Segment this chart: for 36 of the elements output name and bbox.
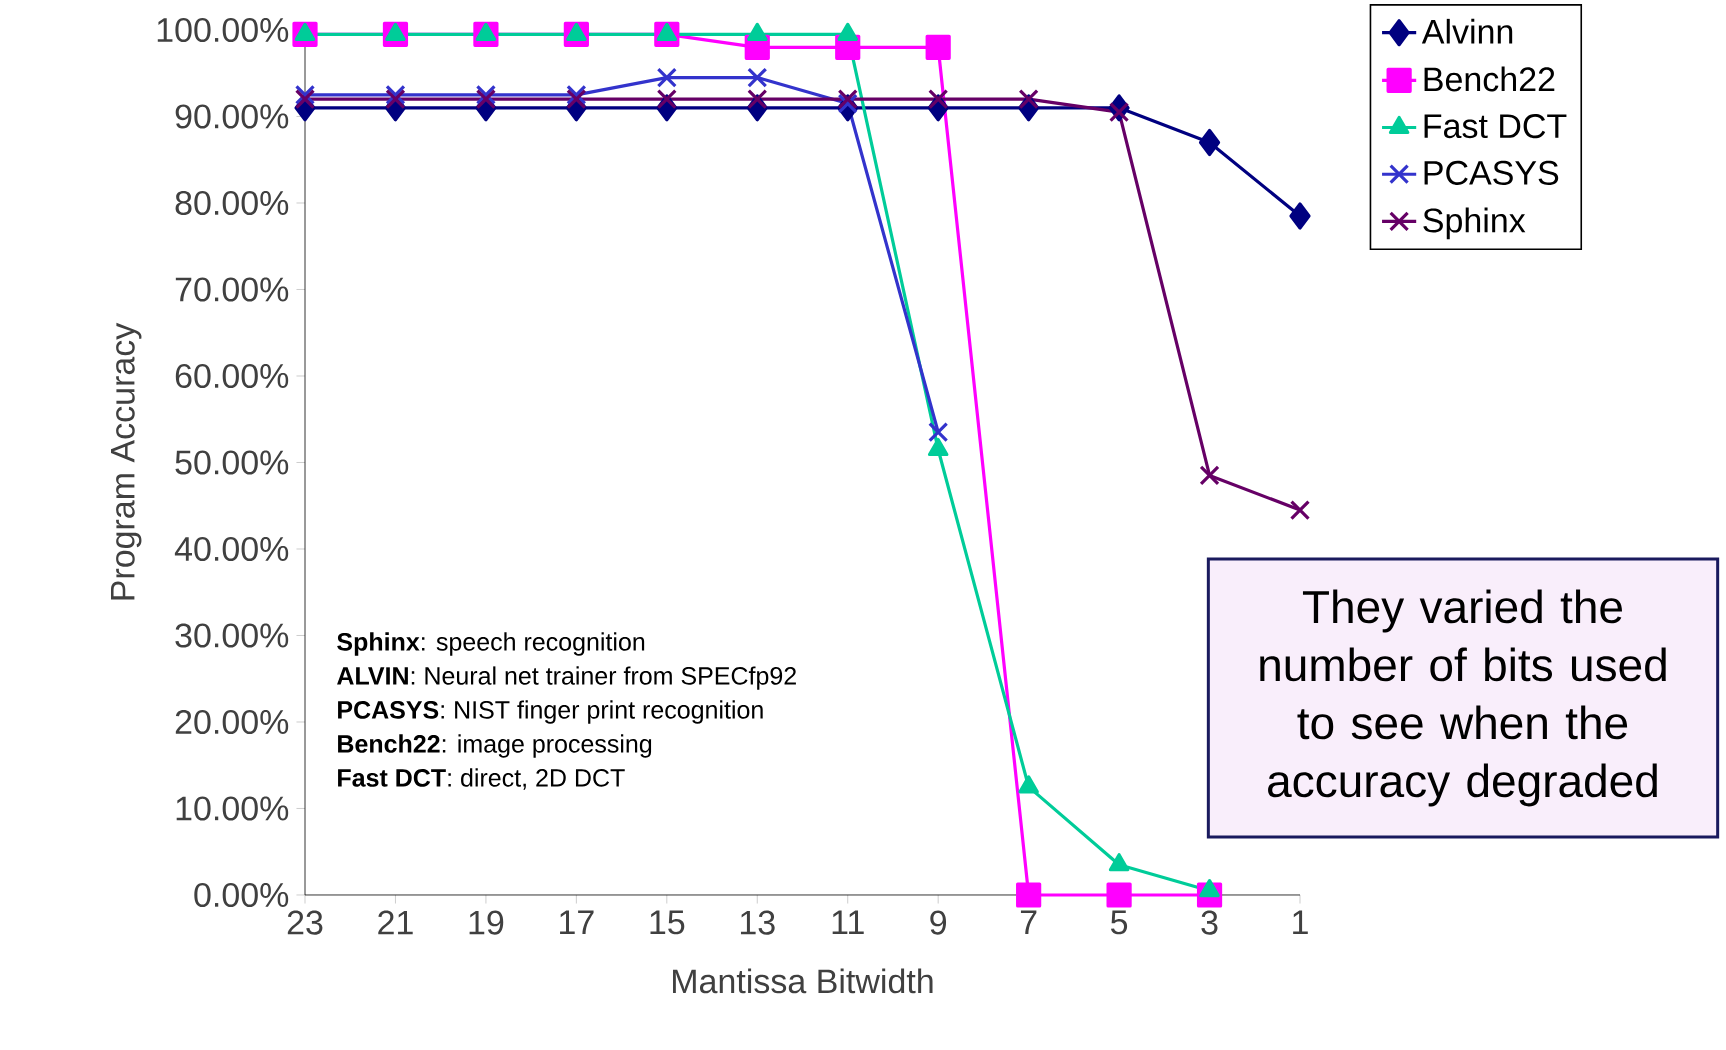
legend-label: Bench22 xyxy=(1424,66,1555,92)
annotation: ALVIN: Neural net trainer from SPECfp92 xyxy=(337,666,796,690)
y-tick-label: 0.00% xyxy=(194,882,289,908)
x-tick-label: 21 xyxy=(378,910,413,935)
x-tick-label: 17 xyxy=(560,910,594,934)
y-tick-label: 50.00% xyxy=(175,450,289,475)
annotation: Sphinx: speech recognition xyxy=(337,632,645,656)
annotation: Fast DCT: direct, 2D DCT xyxy=(338,768,625,790)
y-tick-label: 30.00% xyxy=(175,623,289,648)
y-tick-label: 100.00% xyxy=(157,17,289,43)
legend-label: PCASYS xyxy=(1424,160,1559,185)
x-tick-label: 1 xyxy=(1293,910,1308,934)
y-tick-label: 70.00% xyxy=(175,277,289,302)
legend-label: Alvinn xyxy=(1421,18,1513,44)
x-tick-label: 15 xyxy=(650,910,685,935)
x-tick-label: 5 xyxy=(1110,910,1128,935)
x-tick-label: 9 xyxy=(930,910,947,935)
legend-label: Sphinx xyxy=(1423,207,1526,240)
legend-label: Fast DCT xyxy=(1424,114,1567,139)
y-tick-label: 10.00% xyxy=(176,796,289,821)
y-tick-label: 20.00% xyxy=(175,709,289,735)
annotation: Bench22: image processing xyxy=(338,734,652,758)
y-tick-label: 60.00% xyxy=(175,363,289,389)
x-tick-label: 11 xyxy=(832,910,864,934)
x-axis-title: Mantissa Bitwidth xyxy=(673,968,933,994)
x-tick-label: 23 xyxy=(287,910,323,935)
x-tick-label: 13 xyxy=(740,910,775,935)
y-tick-label: 40.00% xyxy=(174,536,289,562)
annotation: PCASYS: NIST finger print recognition xyxy=(338,700,763,724)
x-tick-label: 7 xyxy=(1020,910,1037,934)
y-tick-label: 80.00% xyxy=(175,190,289,216)
x-tick-label: 3 xyxy=(1201,910,1218,935)
y-tick-label: 90.00% xyxy=(175,104,289,129)
annotation: They varied the number of bits used to see when the accuracy degraded xyxy=(1260,589,1666,807)
y-axis-title: Program Accuracy xyxy=(111,322,142,600)
x-tick-label: 19 xyxy=(469,910,504,935)
